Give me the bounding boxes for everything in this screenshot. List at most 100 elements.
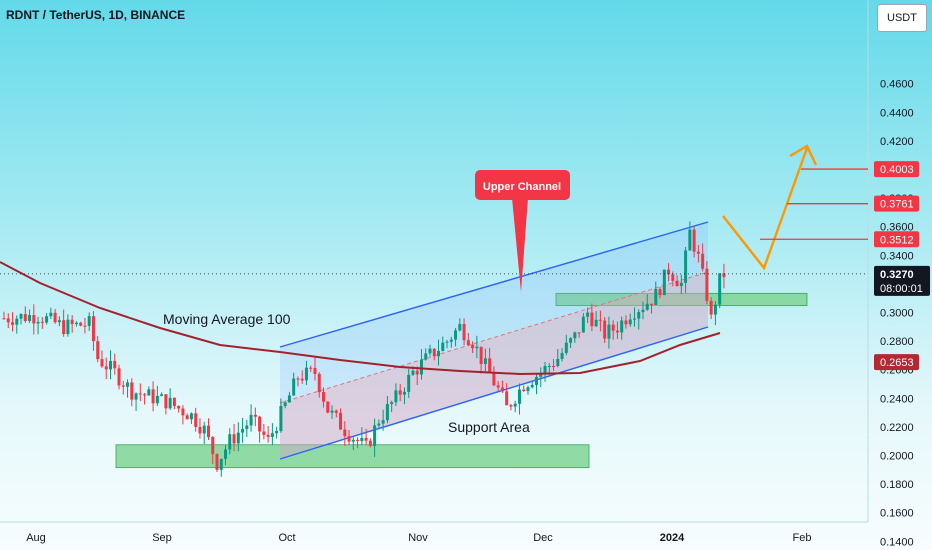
candle-body xyxy=(326,401,330,413)
candle-body xyxy=(454,330,458,340)
candle-body xyxy=(79,322,83,326)
candle xyxy=(679,274,683,295)
candle-body xyxy=(304,367,308,381)
candle-body xyxy=(424,353,428,360)
candle xyxy=(466,333,470,346)
candle xyxy=(249,404,253,432)
y-tick-label: 0.3600 xyxy=(880,222,914,234)
candle-body xyxy=(607,324,611,339)
candle-body xyxy=(36,321,40,324)
candle xyxy=(696,244,700,263)
candle-body xyxy=(526,387,530,392)
candle xyxy=(475,335,479,359)
candle xyxy=(309,365,313,372)
price-level-badge xyxy=(874,195,919,212)
candle-body xyxy=(556,358,560,367)
candle xyxy=(300,370,304,384)
candle-body xyxy=(96,341,100,360)
candle xyxy=(526,385,530,395)
candle xyxy=(432,348,436,361)
y-tick-label: 0.4400 xyxy=(880,107,914,119)
candle-body xyxy=(398,390,402,395)
candle-body xyxy=(390,402,394,405)
candle-body xyxy=(91,316,95,342)
candle-body xyxy=(245,425,249,430)
candle-body xyxy=(402,391,406,395)
candle-body xyxy=(696,251,700,254)
candle xyxy=(198,418,202,439)
candle xyxy=(62,309,66,337)
candle-body xyxy=(449,339,453,342)
candle xyxy=(535,373,538,395)
candle-body xyxy=(722,273,726,278)
candle xyxy=(117,364,121,390)
candle xyxy=(79,321,83,327)
candle xyxy=(130,378,134,407)
candle-body xyxy=(134,393,138,400)
price-level-label: 0.4003 xyxy=(880,164,914,176)
candle-body xyxy=(253,414,257,417)
candle-body xyxy=(552,366,556,368)
candle xyxy=(505,383,509,406)
candle xyxy=(658,286,662,299)
candle xyxy=(287,391,291,403)
candle xyxy=(189,412,193,424)
candle-body xyxy=(313,367,317,374)
current-price-label: 0.3270 xyxy=(880,269,914,281)
candle xyxy=(517,383,521,415)
candle-body xyxy=(53,312,57,323)
candle-body xyxy=(62,320,66,335)
candle xyxy=(224,445,228,466)
candle xyxy=(253,407,257,427)
candle-body xyxy=(394,390,398,403)
candle-body xyxy=(104,366,108,370)
candle xyxy=(598,310,602,332)
candle xyxy=(385,395,389,424)
candle-body xyxy=(505,391,509,406)
candle-body xyxy=(155,395,159,404)
candle-body xyxy=(517,389,521,404)
candle-body xyxy=(445,341,449,343)
candle-body xyxy=(66,319,70,335)
candle-body xyxy=(603,320,607,339)
y-tick-label: 0.4600 xyxy=(880,79,914,91)
candle-body xyxy=(309,367,313,369)
candle xyxy=(667,263,671,282)
candle xyxy=(419,349,423,380)
candle xyxy=(594,311,598,328)
candle xyxy=(428,344,432,357)
candle xyxy=(181,405,185,425)
candle xyxy=(492,366,496,387)
current-price-badge xyxy=(874,265,930,296)
candle xyxy=(134,392,138,411)
symbol-title: RDNT / TetherUS, 1D, BINANCE xyxy=(6,8,186,22)
price-level-label: 0.3512 xyxy=(880,234,914,246)
candle xyxy=(36,316,40,335)
candle xyxy=(675,275,679,287)
candle-body xyxy=(385,404,389,421)
candle-body xyxy=(437,350,441,357)
candle xyxy=(109,350,112,380)
candle-body xyxy=(339,412,343,430)
candle-body xyxy=(6,318,10,323)
candle-body xyxy=(598,319,602,321)
currency-button[interactable]: USDT xyxy=(877,4,927,32)
candle-body xyxy=(258,416,262,432)
candle xyxy=(279,398,283,433)
candle xyxy=(496,381,500,391)
candle-body xyxy=(364,437,368,441)
candle xyxy=(245,419,249,438)
y-tick-label: 0.3400 xyxy=(880,250,914,262)
candle-body xyxy=(100,359,104,367)
candle-body xyxy=(539,373,543,377)
candle-body xyxy=(40,321,44,323)
y-tick-label: 0.2800 xyxy=(880,336,914,348)
candle-body xyxy=(581,316,585,333)
candle xyxy=(258,415,262,443)
candle xyxy=(705,261,709,305)
candle-body xyxy=(121,385,125,387)
candle xyxy=(569,337,573,348)
y-tick-label: 0.3000 xyxy=(880,308,914,320)
candle-body xyxy=(249,414,253,426)
